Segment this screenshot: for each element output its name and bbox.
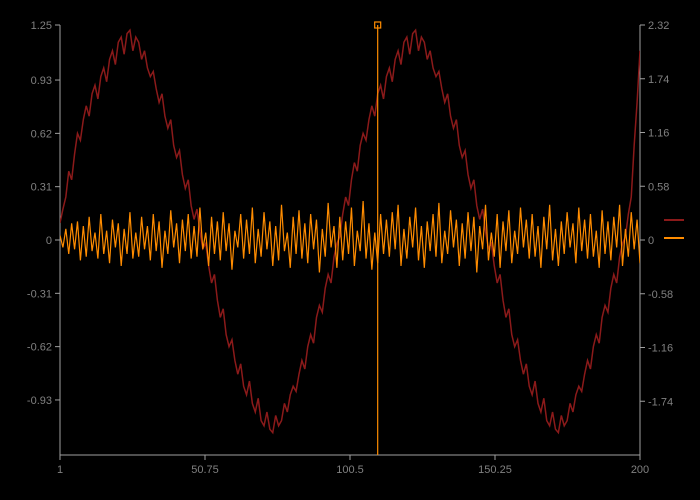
y-right-tick-label: -0.58 — [648, 289, 673, 301]
y-left-tick-label: 0.93 — [31, 75, 52, 87]
y-right-tick-label: 2.32 — [648, 20, 669, 32]
y-right-tick-label: 0.58 — [648, 181, 669, 193]
y-left-tick-label: -0.62 — [27, 342, 52, 354]
x-tick-label: 1 — [57, 464, 63, 476]
y-left-tick-label: 1.25 — [31, 20, 52, 32]
y-left-tick-label: 0.62 — [31, 128, 52, 140]
y-left-tick-label: 0.31 — [31, 182, 52, 194]
y-left-tick-label: -0.31 — [27, 288, 52, 300]
y-left-tick-label: -0.93 — [27, 395, 52, 407]
chart-svg: 1 50.75 100.5 150.25 200 -0.93 -0.62 -0.31 0 0.31… — [0, 0, 700, 500]
x-tick-label: 50.75 — [191, 464, 219, 476]
y-right-tick-label: -1.16 — [648, 343, 673, 355]
y-right-tick-label: -1.74 — [648, 396, 673, 408]
y-right-tick-label: 1.16 — [648, 128, 669, 140]
y-left-tick-label: 0 — [46, 235, 52, 247]
y-right-tick-label: 0 — [648, 235, 654, 247]
x-tick-label: 200 — [631, 464, 649, 476]
chart-container: 1 50.75 100.5 150.25 200 -0.93 -0.62 -0.31 0 0.31… — [0, 0, 700, 500]
x-tick-label: 150.25 — [478, 464, 512, 476]
x-tick-label: 100.5 — [336, 464, 364, 476]
y-right-tick-label: 1.74 — [648, 74, 669, 86]
